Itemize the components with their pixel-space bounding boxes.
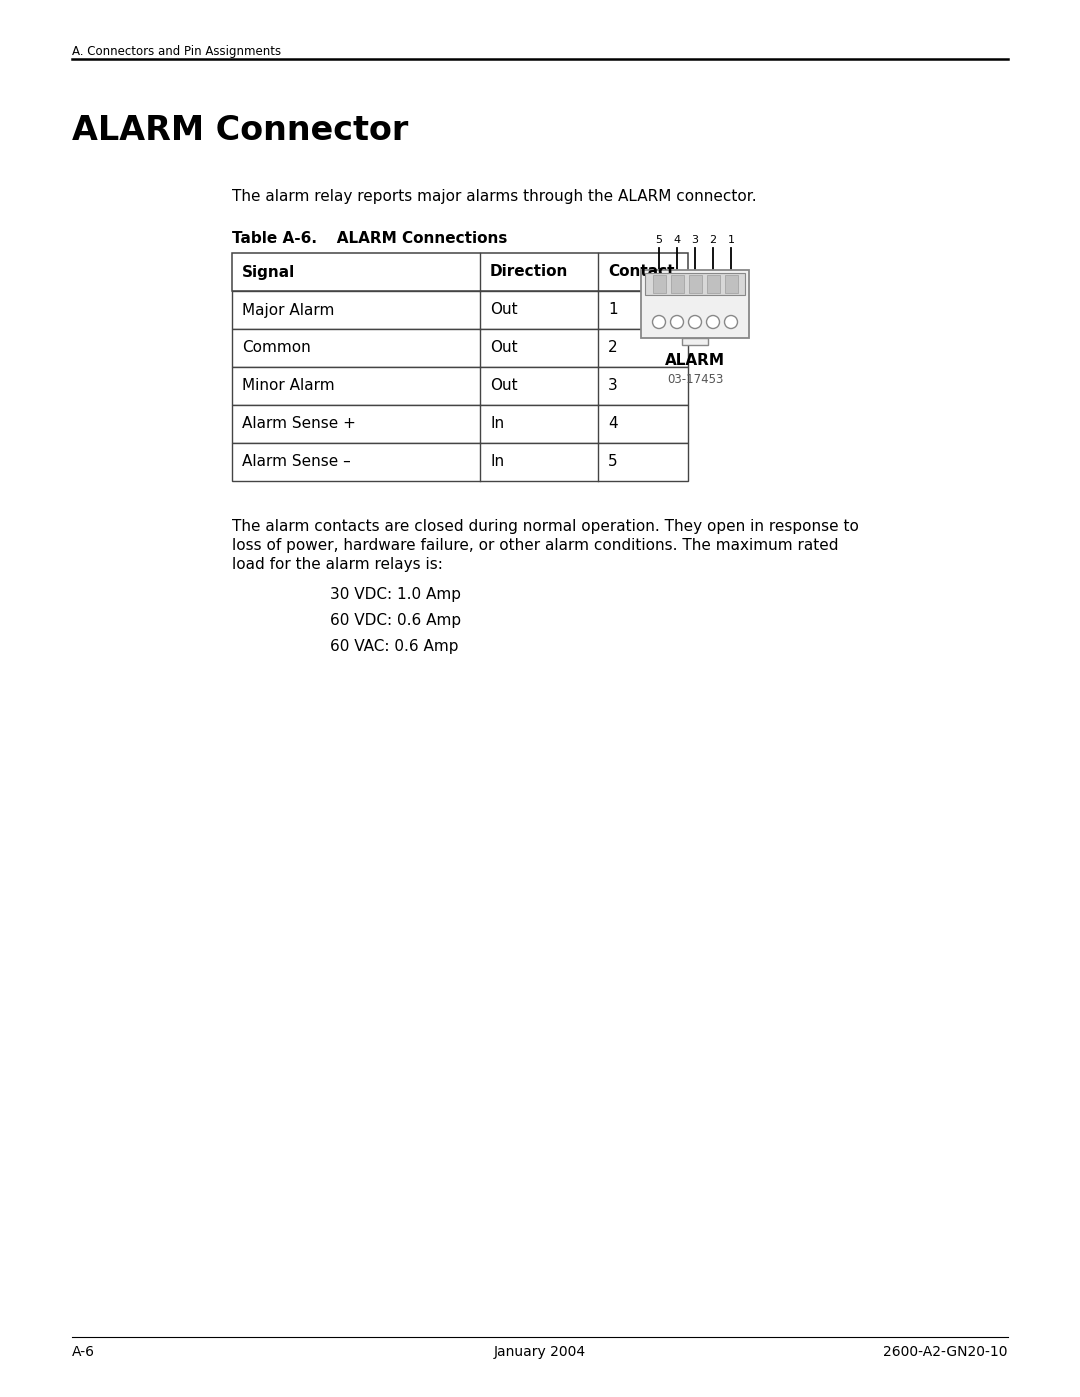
- Text: ALARM Connector: ALARM Connector: [72, 115, 408, 147]
- Text: Major Alarm: Major Alarm: [242, 303, 335, 317]
- Text: ALARM: ALARM: [665, 353, 725, 367]
- Text: A-6: A-6: [72, 1345, 95, 1359]
- Text: The alarm relay reports major alarms through the ALARM connector.: The alarm relay reports major alarms thr…: [232, 189, 757, 204]
- Text: In: In: [490, 454, 504, 469]
- Text: 1: 1: [608, 303, 618, 317]
- Text: Alarm Sense –: Alarm Sense –: [242, 454, 351, 469]
- Text: Contact: Contact: [608, 264, 675, 279]
- Bar: [232, 291, 688, 330]
- Bar: [232, 367, 688, 405]
- Bar: [232, 443, 688, 481]
- Text: 5: 5: [608, 454, 618, 469]
- Text: 30 VDC: 1.0 Amp: 30 VDC: 1.0 Amp: [330, 587, 461, 602]
- Text: 3: 3: [691, 235, 699, 244]
- Bar: [706, 275, 719, 293]
- Bar: [725, 275, 738, 293]
- Text: January 2004: January 2004: [494, 1345, 586, 1359]
- Circle shape: [652, 316, 665, 328]
- Text: Minor Alarm: Minor Alarm: [242, 379, 335, 394]
- Text: Table A-6.: Table A-6.: [232, 231, 318, 246]
- Text: 1: 1: [728, 235, 734, 244]
- Bar: [671, 275, 684, 293]
- Bar: [689, 275, 702, 293]
- Circle shape: [689, 316, 702, 328]
- Bar: [652, 275, 665, 293]
- Bar: [642, 270, 750, 338]
- Text: In: In: [490, 416, 504, 432]
- Text: 2: 2: [608, 341, 618, 355]
- Text: 4: 4: [608, 416, 618, 432]
- Text: 5: 5: [656, 235, 662, 244]
- Text: The alarm contacts are closed during normal operation. They open in response to: The alarm contacts are closed during nor…: [232, 520, 859, 534]
- Text: Alarm Sense +: Alarm Sense +: [242, 416, 356, 432]
- Text: Signal: Signal: [242, 264, 295, 279]
- Text: 60 VAC: 0.6 Amp: 60 VAC: 0.6 Amp: [330, 638, 459, 654]
- Text: 3: 3: [608, 379, 618, 394]
- Text: A. Connectors and Pin Assignments: A. Connectors and Pin Assignments: [72, 45, 281, 59]
- Text: loss of power, hardware failure, or other alarm conditions. The maximum rated: loss of power, hardware failure, or othe…: [232, 538, 838, 553]
- Bar: [645, 272, 745, 295]
- Text: 60 VDC: 0.6 Amp: 60 VDC: 0.6 Amp: [330, 613, 461, 629]
- Text: Out: Out: [490, 341, 517, 355]
- Text: Direction: Direction: [490, 264, 568, 279]
- Text: 2600-A2-GN20-10: 2600-A2-GN20-10: [883, 1345, 1008, 1359]
- Text: 03-17453: 03-17453: [666, 373, 724, 386]
- Circle shape: [706, 316, 719, 328]
- Text: ALARM Connections: ALARM Connections: [321, 231, 508, 246]
- Text: load for the alarm relays is:: load for the alarm relays is:: [232, 557, 443, 571]
- Text: Common: Common: [242, 341, 311, 355]
- Text: Out: Out: [490, 379, 517, 394]
- Bar: [232, 253, 688, 291]
- Bar: [232, 330, 688, 367]
- Bar: [232, 405, 688, 443]
- Bar: [681, 338, 708, 345]
- Text: 4: 4: [674, 235, 680, 244]
- Circle shape: [725, 316, 738, 328]
- Text: Out: Out: [490, 303, 517, 317]
- Text: 2: 2: [710, 235, 716, 244]
- Circle shape: [671, 316, 684, 328]
